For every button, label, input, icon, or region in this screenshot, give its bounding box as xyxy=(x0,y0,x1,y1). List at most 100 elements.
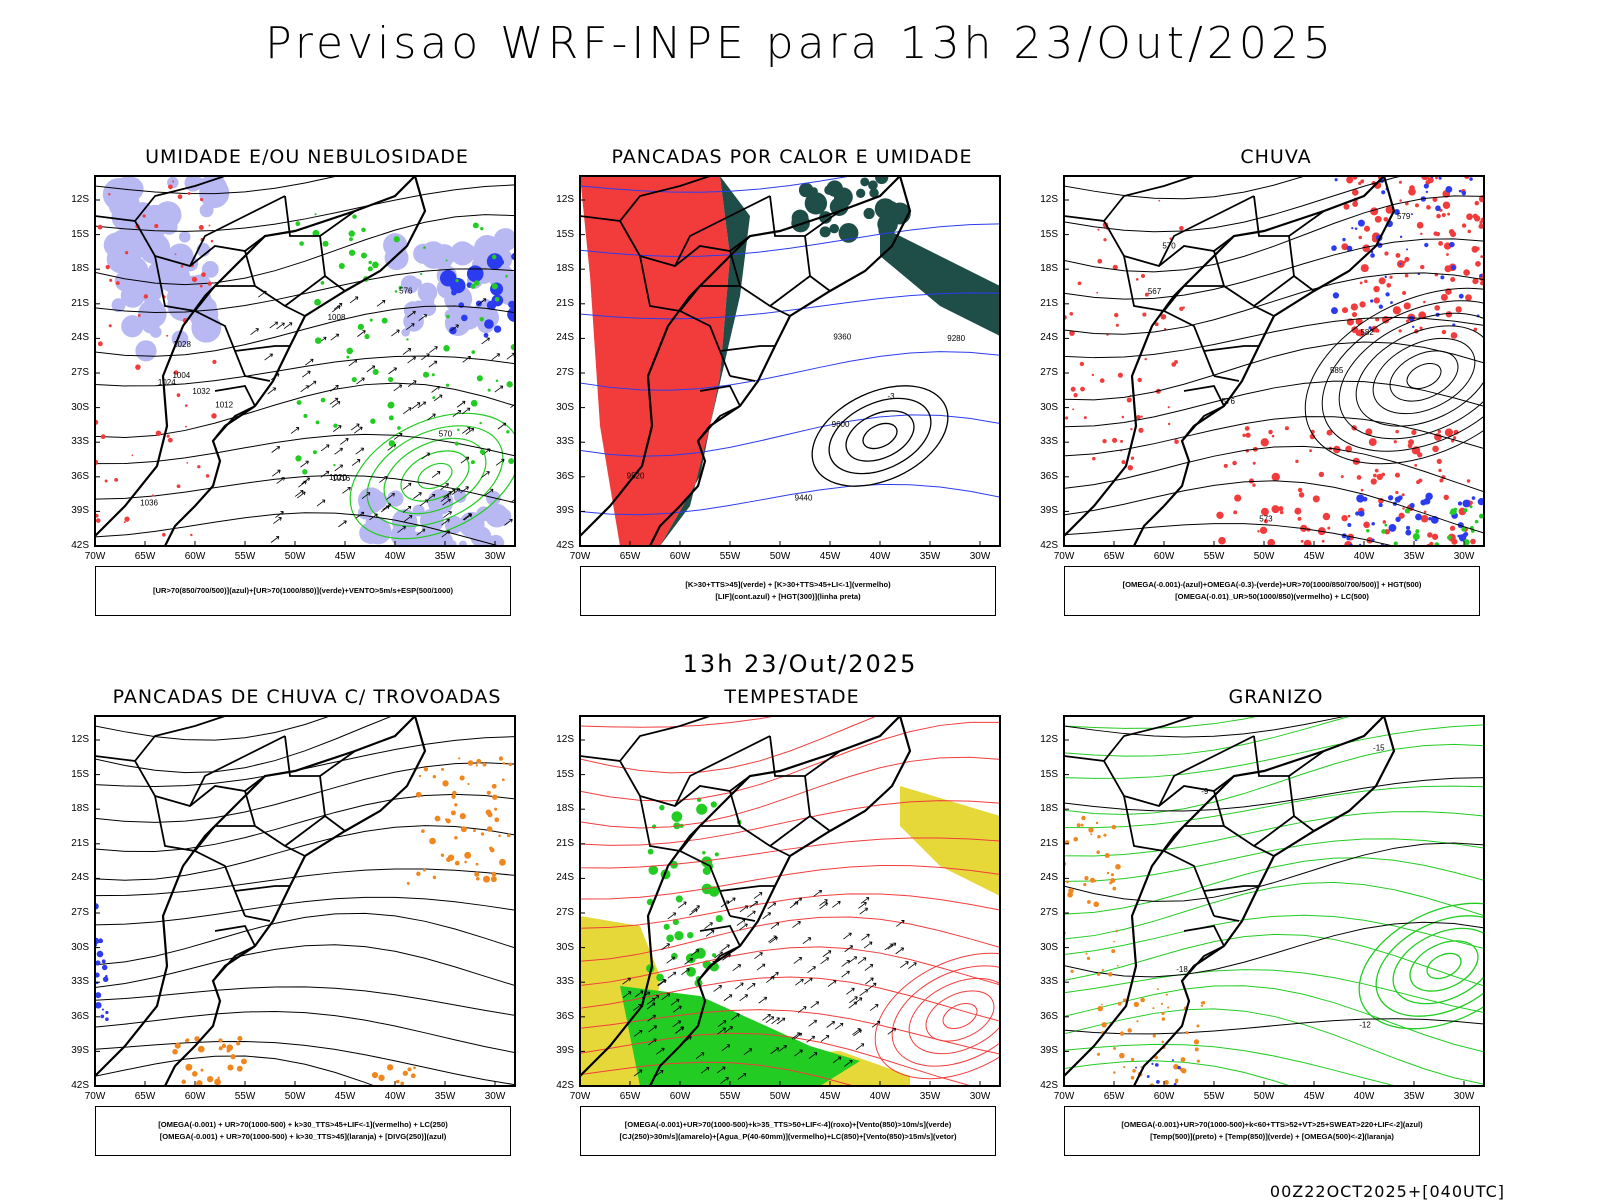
streamline xyxy=(580,716,779,728)
wind-vector xyxy=(443,511,452,518)
lat-tick-label: 21S xyxy=(556,297,574,309)
wind-vector xyxy=(270,536,280,543)
wind-vector xyxy=(778,1045,787,1052)
shaded-area xyxy=(97,341,103,347)
shaded-area xyxy=(1398,329,1402,333)
lat-tick-label: 27S xyxy=(556,367,574,378)
shaded-area xyxy=(1384,251,1389,256)
shaded-area xyxy=(1373,297,1380,304)
wind-vector xyxy=(820,1035,830,1042)
border-line xyxy=(284,814,346,847)
shaded-area xyxy=(322,240,329,247)
shaded-area xyxy=(1434,305,1440,311)
lon-tick-label: 30W xyxy=(969,1091,991,1102)
shaded-area xyxy=(1474,200,1480,206)
wind-vector xyxy=(896,920,905,927)
shaded-area xyxy=(466,265,484,283)
shaded-area xyxy=(1440,275,1445,280)
map-frame xyxy=(1063,715,1485,1087)
border-line xyxy=(719,345,775,352)
forecast-time-label: 13h 23/Out/2025 xyxy=(682,650,918,678)
shaded-area xyxy=(1405,529,1412,536)
border-line xyxy=(1123,795,1215,917)
contour-line xyxy=(366,425,504,527)
shaded-area xyxy=(487,812,493,818)
shaded-area xyxy=(1465,294,1472,302)
wind-vector xyxy=(684,957,694,965)
lat-tick-label: 42S xyxy=(71,540,89,551)
shaded-area xyxy=(1358,510,1365,517)
streamline xyxy=(95,1040,515,1086)
shaded-area xyxy=(1371,521,1375,526)
shaded-area xyxy=(212,359,217,365)
shaded-area xyxy=(1427,532,1433,538)
lon-tick-label: 40W xyxy=(1353,1091,1375,1102)
shaded-area xyxy=(1101,968,1104,972)
wind-vector xyxy=(721,1044,731,1052)
shaded-area xyxy=(1341,243,1349,251)
wind-vector xyxy=(393,384,403,392)
shaded-area xyxy=(186,462,189,464)
shaded-area xyxy=(139,204,172,237)
shaded-area xyxy=(105,264,110,270)
contour-label: 1020 xyxy=(329,473,347,482)
contour-label: 567 xyxy=(1148,287,1162,296)
shaded-area xyxy=(1115,323,1119,327)
panel-title: PANCADAS POR CALOR E UMIDADE xyxy=(611,146,973,168)
border-line xyxy=(1213,250,1275,317)
shaded-area xyxy=(1309,433,1316,440)
shaded-area xyxy=(1399,262,1402,265)
wind-vector xyxy=(338,520,347,528)
wind-vector xyxy=(294,490,304,497)
shaded-area xyxy=(95,960,101,966)
map-frame xyxy=(94,715,516,1087)
shaded-area xyxy=(1443,494,1449,501)
shaded-area xyxy=(1340,475,1344,479)
wind-vector xyxy=(767,902,777,910)
wind-vector xyxy=(302,370,311,378)
shaded-area xyxy=(416,871,421,877)
shaded-area xyxy=(104,479,108,483)
shaded-area xyxy=(1374,215,1382,223)
lat-tick-label: 42S xyxy=(1040,1080,1058,1091)
shaded-area xyxy=(400,1081,405,1086)
shaded-area xyxy=(453,490,467,503)
shaded-area xyxy=(372,261,379,269)
shaded-area xyxy=(829,223,839,234)
shaded-area xyxy=(1326,429,1333,436)
contour-label: 570 xyxy=(439,430,453,439)
shaded-area xyxy=(208,224,211,227)
wind-vector xyxy=(865,977,874,985)
shaded-area xyxy=(348,249,356,256)
streamline xyxy=(95,986,515,1016)
shaded-area xyxy=(96,950,104,958)
shaded-area xyxy=(361,227,366,233)
shaded-area xyxy=(413,1066,416,1070)
shaded-area xyxy=(1083,416,1087,420)
streamline xyxy=(95,896,515,926)
shaded-area xyxy=(494,817,500,823)
contour-line xyxy=(1409,940,1479,992)
shaded-area xyxy=(1271,505,1280,514)
shaded-area xyxy=(1384,528,1390,535)
shaded-area xyxy=(1161,1040,1164,1044)
lat-tick-label: 39S xyxy=(1040,1045,1058,1057)
shaded-area xyxy=(141,315,160,334)
shaded-area xyxy=(1357,219,1365,227)
shaded-area xyxy=(434,815,441,822)
lat-tick-label: 18S xyxy=(556,803,574,815)
shaded-area xyxy=(1346,176,1354,184)
shaded-area xyxy=(180,264,184,268)
streamline xyxy=(1064,1060,1292,1086)
shaded-area xyxy=(1257,530,1260,533)
shaded-area xyxy=(1297,516,1302,521)
lon-tick-label: 60W xyxy=(669,1091,691,1102)
shaded-area xyxy=(1370,207,1379,216)
contour-line xyxy=(925,990,995,1042)
shaded-area xyxy=(1437,429,1442,434)
border-line xyxy=(214,925,256,947)
border-line xyxy=(189,735,286,807)
contour-line xyxy=(891,965,1000,1067)
shaded-area xyxy=(185,1063,193,1071)
shaded-area xyxy=(1116,964,1119,967)
